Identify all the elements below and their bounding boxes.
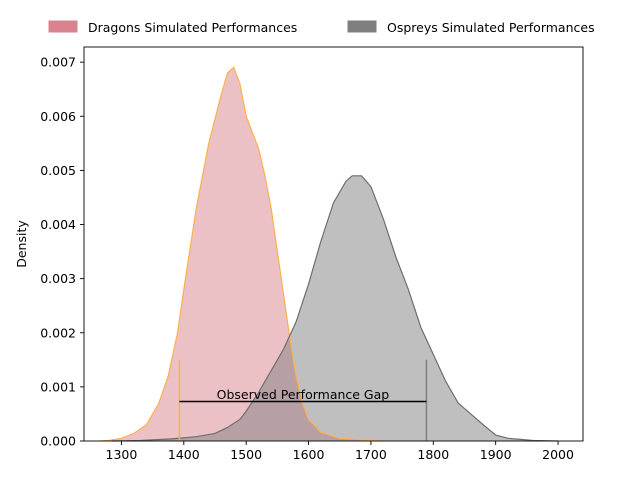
plot-annotations: Observed Performance Gap xyxy=(178,359,428,441)
legend-label-0: Dragons Simulated Performances xyxy=(88,20,297,35)
plot-fills xyxy=(99,67,559,441)
series-0-area xyxy=(99,67,384,441)
y-tick-label: 0.000 xyxy=(40,434,76,449)
y-tick-label: 0.007 xyxy=(40,55,76,70)
x-tick-label: 1300 xyxy=(106,447,138,462)
y-axis-label: Density xyxy=(14,220,29,268)
legend-swatch-0 xyxy=(48,20,78,33)
y-tick-label: 0.005 xyxy=(40,163,76,178)
x-tick-label: 1900 xyxy=(480,447,512,462)
y-tick-label: 0.002 xyxy=(40,325,76,340)
x-tick-label: 1400 xyxy=(168,447,200,462)
series-0-line xyxy=(99,66,384,442)
x-tick-label: 1500 xyxy=(230,447,262,462)
legend-swatch-1 xyxy=(347,20,377,33)
legend: Dragons Simulated Performances Ospreys Si… xyxy=(48,20,595,35)
plot-lines xyxy=(99,66,559,442)
series-1-area xyxy=(112,175,559,441)
series-1-line xyxy=(112,175,559,442)
y-tick-label: 0.001 xyxy=(40,379,76,394)
y-tick-label: 0.006 xyxy=(40,109,76,124)
x-tick-label: 1700 xyxy=(355,447,387,462)
y-tick-label: 0.003 xyxy=(40,271,76,286)
axes-frame xyxy=(83,46,584,442)
legend-label-1: Ospreys Simulated Performances xyxy=(387,20,595,35)
x-tick-label: 1800 xyxy=(417,447,449,462)
axes: 1300 1400 1500 1600 1700 1800 1900 2000 0.000 0.0… xyxy=(14,46,584,462)
y-tick-label: 0.004 xyxy=(40,217,76,232)
annotation-label: Observed Performance Gap xyxy=(217,387,390,402)
x-tick-label: 2000 xyxy=(542,447,574,462)
x-tick-label: 1600 xyxy=(293,447,325,462)
